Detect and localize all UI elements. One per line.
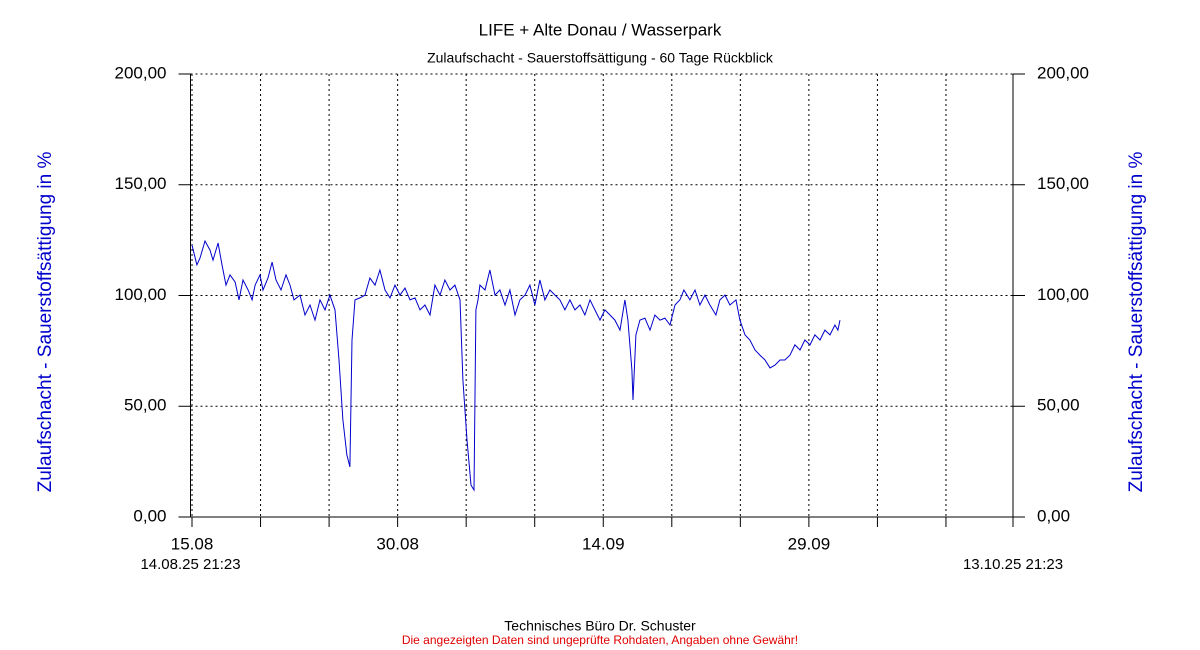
y2-tick-label: 150,00 xyxy=(1037,174,1089,193)
disclaimer: Die angezeigten Daten sind ungeprüfte Ro… xyxy=(402,633,798,647)
y2-tick-label: 0,00 xyxy=(1037,506,1070,525)
y-axis-label: Zulaufschacht - Sauerstoffsättigung in % xyxy=(35,152,56,493)
y2-tick-label: 50,00 xyxy=(1037,396,1080,415)
footer: Technisches Büro Dr. Schuster xyxy=(504,618,696,634)
chart-subtitle: Zulaufschacht - Sauerstoffsättigung - 60… xyxy=(427,50,774,66)
x-range-label: 13.10.25 21:23 xyxy=(963,556,1063,573)
y-tick-label: 100,00 xyxy=(115,285,167,304)
y-tick-label: 200,00 xyxy=(115,63,167,82)
x-tick-label: 15.08 xyxy=(171,534,214,553)
x-tick-label: 14.09 xyxy=(582,534,625,553)
chart-title: LIFE + Alte Donau / Wasserpark xyxy=(479,20,722,39)
y-tick-label: 50,00 xyxy=(124,396,167,415)
x-tick-label: 30.08 xyxy=(376,534,419,553)
y2-axis-label: Zulaufschacht - Sauerstoffsättigung in % xyxy=(1126,152,1147,493)
x-range-label: 14.08.25 21:23 xyxy=(140,556,240,573)
y-tick-label: 150,00 xyxy=(115,174,167,193)
data-line xyxy=(191,239,841,492)
y2-tick-label: 100,00 xyxy=(1037,285,1089,304)
y2-tick-label: 200,00 xyxy=(1037,63,1089,82)
y-tick-label: 0,00 xyxy=(133,506,166,525)
x-tick-label: 29.09 xyxy=(788,534,831,553)
